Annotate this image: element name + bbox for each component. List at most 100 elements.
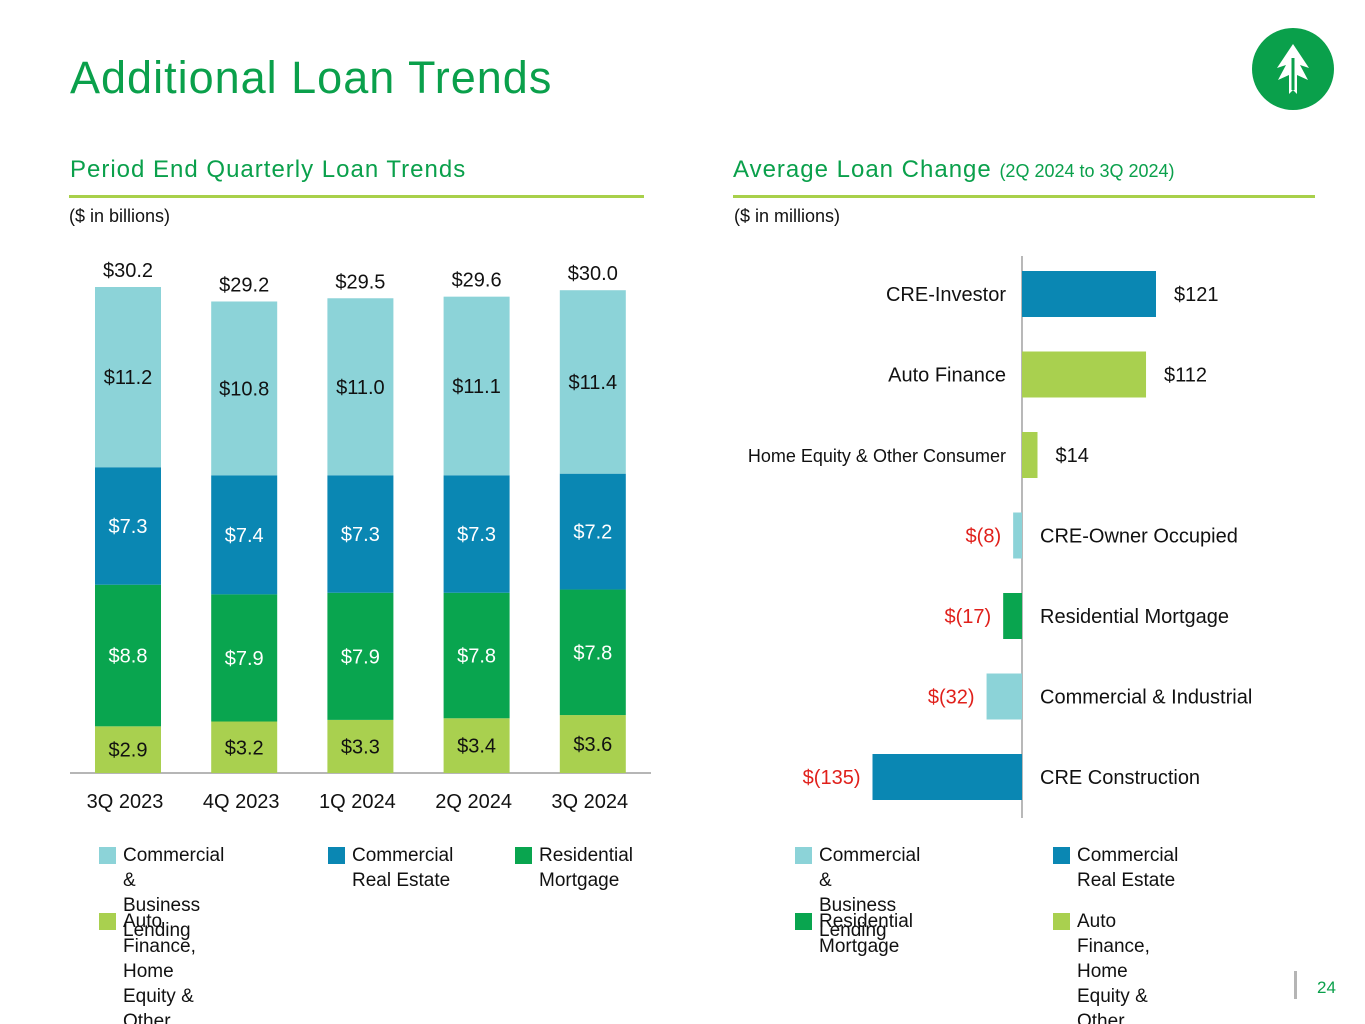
category-label: Home Equity & Other Consumer (748, 446, 1006, 466)
value-label: $121 (1174, 284, 1219, 306)
change-bar (1022, 432, 1038, 478)
legend-item: Auto Finance, Home Equity & Other Consum… (1053, 909, 1165, 1024)
bar-segment (559, 473, 626, 590)
category-label: CRE-Owner Occupied (1040, 526, 1238, 548)
page-title: Additional Loan Trends (70, 52, 553, 103)
category-label: CRE Construction (1040, 767, 1200, 789)
bar-segment (95, 584, 161, 727)
page-number-divider (1294, 971, 1297, 999)
bar-total-label: $29.2 (219, 274, 269, 296)
bar-segment (559, 715, 626, 773)
value-label: $112 (1164, 365, 1207, 387)
legend-label: Commercial & Business Lending (819, 845, 921, 941)
x-tick-label: 4Q 2023 (203, 791, 280, 813)
legend-item: Commercial & Business Lending (795, 843, 920, 943)
bar-segment (211, 475, 278, 595)
right-section-title: Average Loan Change (2Q 2024 to 3Q 2024) (733, 156, 1175, 184)
bar-segment-label: $7.3 (341, 524, 380, 546)
bar-segment-label: $7.9 (341, 646, 380, 668)
legend-label: Commercial & Business Lending (123, 845, 225, 941)
bar-total-label: $30.0 (568, 263, 618, 285)
legend-swatch (328, 847, 345, 864)
bar-segment-label: $7.3 (109, 516, 148, 538)
bar-segment-label: $7.3 (457, 524, 496, 546)
left-section-title: Period End Quarterly Loan Trends (70, 156, 467, 183)
bar-total-label: $29.6 (452, 270, 502, 292)
change-bar (1022, 271, 1156, 317)
bar-segment (95, 287, 161, 468)
legend-label: Residential Mortgage (539, 845, 633, 891)
category-label: CRE-Investor (886, 284, 1006, 306)
legend-label: Commercial Real Estate (1077, 845, 1179, 891)
legend-item: Residential Mortgage (795, 909, 913, 959)
bar-segment-label: $11.1 (452, 376, 501, 398)
left-section-rule (69, 195, 644, 198)
bar-segment (327, 475, 394, 593)
x-tick-label: 3Q 2023 (87, 791, 164, 813)
bar-segment-label: $7.2 (573, 522, 612, 544)
bar-segment-label: $11.4 (569, 372, 618, 394)
legend-label: Auto Finance, Home Equity & Other Consum… (1077, 911, 1150, 1024)
legend-swatch (99, 847, 116, 864)
category-label: Residential Mortgage (1040, 606, 1229, 628)
bar-segment-label: $2.9 (109, 740, 148, 762)
x-tick-label: 2Q 2024 (435, 791, 512, 813)
legend-item: Commercial & Business Lending (99, 843, 224, 943)
change-bar (1013, 512, 1022, 559)
change-bar (1003, 593, 1022, 639)
category-label: Commercial & Industrial (1040, 687, 1252, 709)
bar-segment (559, 589, 626, 716)
page-number: 24 (1317, 978, 1336, 997)
bar-segment (443, 475, 510, 593)
change-bar (986, 673, 1022, 720)
bar-segment-label: $7.8 (573, 642, 612, 664)
bar-segment-label: $3.4 (457, 736, 496, 758)
legend-label: Commercial Real Estate (352, 845, 454, 891)
bar-segment (327, 298, 394, 476)
bar-segment-label: $8.8 (109, 646, 148, 668)
bar-segment (443, 718, 510, 773)
bar-segment (211, 594, 278, 722)
legend-swatch (795, 847, 812, 864)
legend-item: Commercial Real Estate (328, 843, 453, 893)
bar-total-label: $29.5 (335, 271, 385, 293)
x-tick-label: 1Q 2024 (319, 791, 396, 813)
legend-swatch (1053, 847, 1070, 864)
bar-segment (327, 719, 394, 773)
legend-label: Residential Mortgage (819, 911, 913, 957)
right-section-title-main: Average Loan Change (733, 156, 992, 183)
bar-segment-label: $3.3 (341, 736, 380, 758)
bar-segment-label: $11.0 (336, 377, 385, 399)
bar-segment (559, 290, 626, 474)
bar-segment-label: $3.2 (225, 737, 264, 759)
bar-segment (95, 467, 161, 585)
change-bar (872, 754, 1022, 800)
legend-swatch (515, 847, 532, 864)
value-label: $(17) (944, 606, 991, 628)
legend-label: Auto Finance, Home Equity & Other Consum… (123, 911, 196, 1024)
bar-segment (443, 592, 510, 719)
value-label: $(32) (928, 687, 975, 709)
x-tick-label: 3Q 2024 (551, 791, 628, 813)
bar-segment-label: $7.4 (225, 525, 264, 547)
legend-swatch (99, 913, 116, 930)
bar-segment-label: $3.6 (573, 734, 612, 756)
change-bar (1022, 351, 1147, 398)
bar-segment (327, 592, 394, 720)
legend-swatch (795, 913, 812, 930)
bar-segment (211, 721, 278, 773)
value-label: $14 (1056, 445, 1089, 467)
bar-segment-label: $7.9 (225, 648, 264, 670)
bar-segment-label: $10.8 (219, 378, 269, 400)
legend-item: Residential Mortgage (515, 843, 633, 893)
right-units-label: ($ in millions) (734, 206, 841, 226)
bar-segment (443, 296, 510, 476)
right-section-subtitle: (2Q 2024 to 3Q 2024) (999, 161, 1175, 181)
category-label: Auto Finance (888, 365, 1006, 387)
right-section-rule (733, 195, 1315, 198)
value-label: $(8) (966, 526, 1002, 548)
bar-segment-label: $7.8 (457, 646, 496, 668)
bar-segment (95, 726, 161, 773)
